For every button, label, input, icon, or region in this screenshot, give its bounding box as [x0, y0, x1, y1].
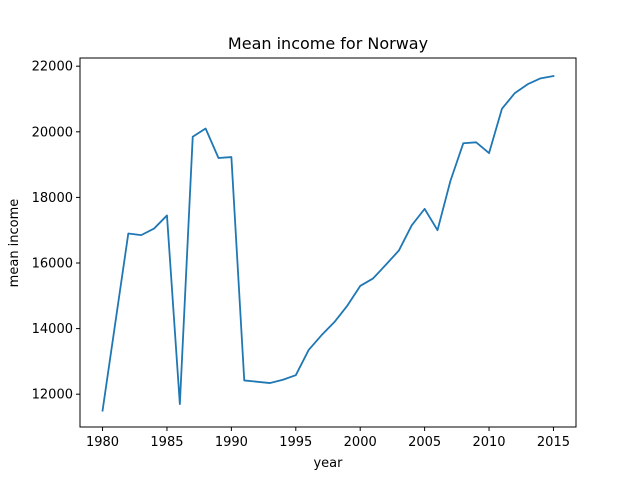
y-tick-label: 20000 [32, 125, 73, 140]
series-line [101, 74, 555, 412]
y-tick-label: 18000 [32, 191, 73, 206]
x-tick-label: 2015 [537, 435, 570, 450]
x-tick-label: 2010 [472, 435, 505, 450]
x-tick-label: 1995 [279, 435, 312, 450]
y-tick-label: 22000 [32, 60, 73, 75]
chart-title: Mean income for Norway [228, 34, 428, 53]
y-tick-label: 16000 [32, 257, 73, 272]
x-axis: 1980 1985 1990 1995 2000 2005 2010 2015 [86, 427, 570, 450]
x-axis-label: year [313, 456, 343, 471]
x-tick-label: 1980 [86, 435, 119, 450]
x-tick-label: 2000 [344, 435, 377, 450]
y-axis: 12000 14000 16000 18000 20000 22000 [32, 60, 80, 403]
x-tick-label: 1985 [150, 435, 183, 450]
x-tick-label: 2005 [408, 435, 441, 450]
y-axis-label: mean income [7, 199, 22, 288]
axes-frame [79, 57, 577, 428]
x-tick-label: 1990 [215, 435, 248, 450]
plot-area [79, 57, 577, 428]
y-tick-label: 12000 [32, 388, 73, 403]
y-tick-label: 14000 [32, 322, 73, 337]
